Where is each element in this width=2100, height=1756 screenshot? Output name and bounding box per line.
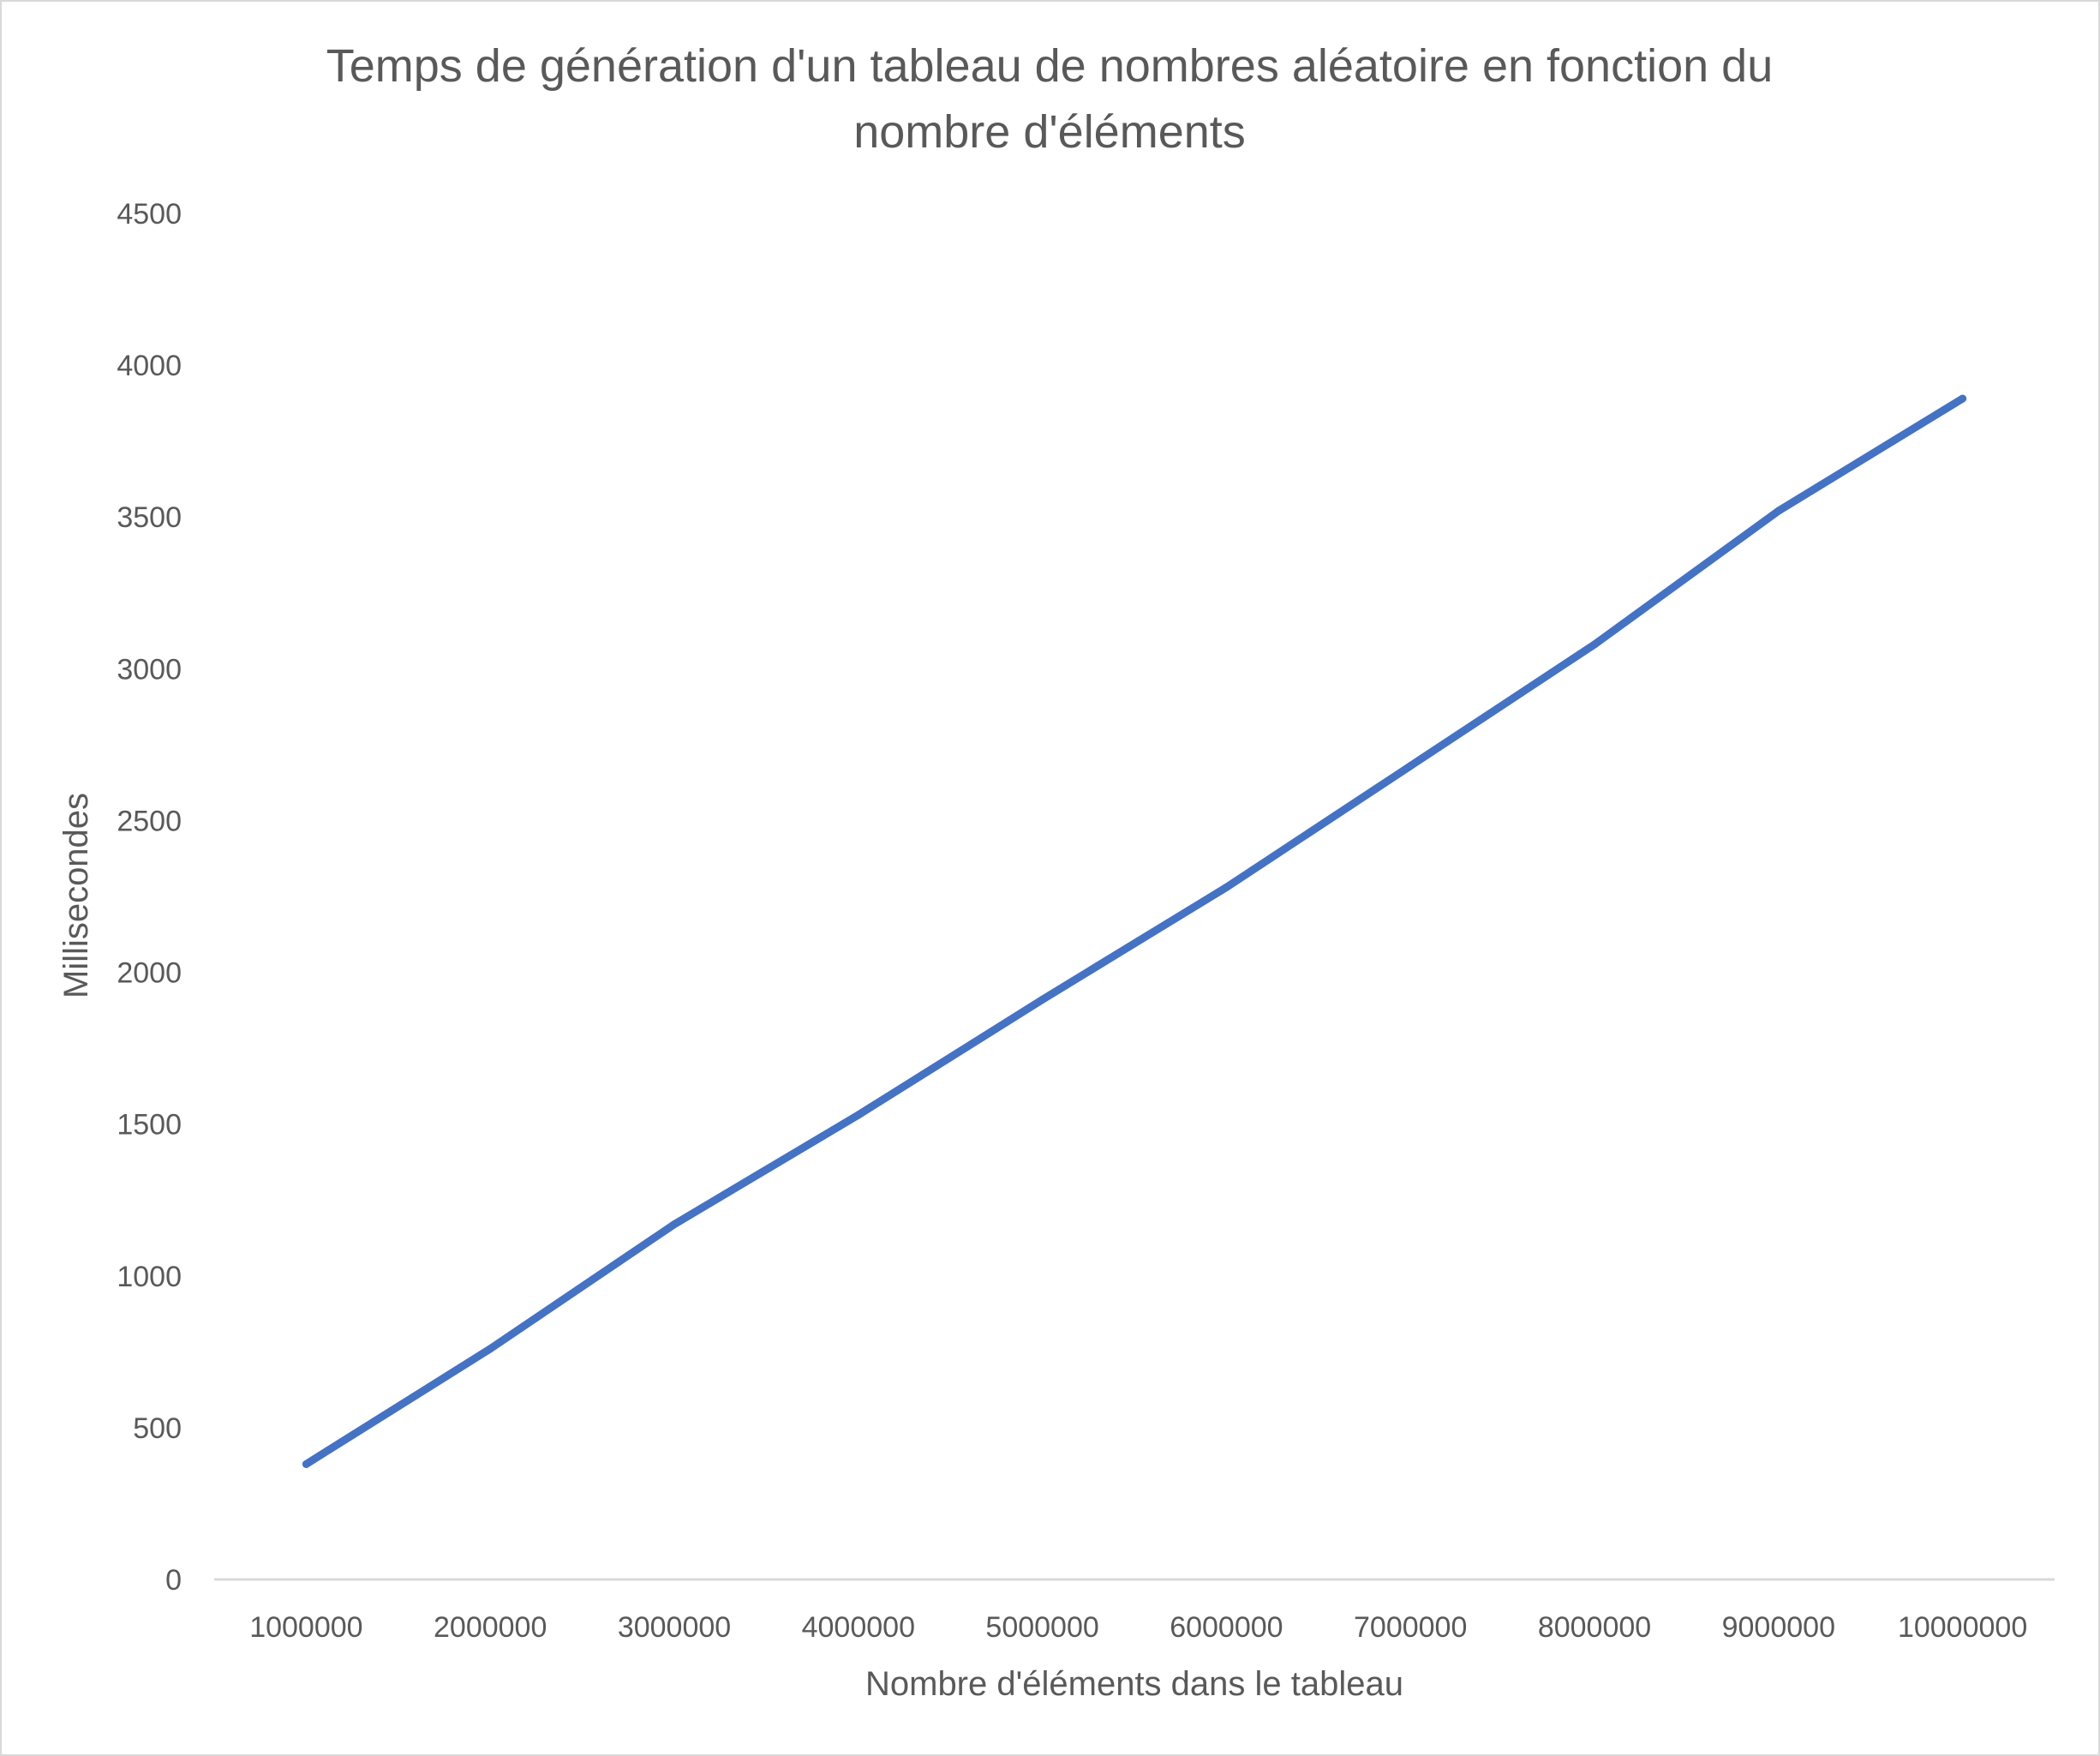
data-point [302,1459,310,1468]
y-axis-title: Millisecondes [57,793,95,998]
x-tick-label: 8000000 [1538,1611,1651,1644]
x-tick-label: 1000000 [249,1611,362,1644]
data-series [302,394,1967,1468]
data-point [1038,995,1047,1004]
y-tick-label: 500 [133,1412,182,1445]
data-point [1590,640,1599,649]
data-point [1222,883,1230,891]
y-tick-label: 4500 [117,198,182,231]
x-tick-label: 10000000 [1898,1611,2027,1644]
y-tick-label: 3500 [117,501,182,534]
x-tick-label: 4000000 [802,1611,915,1644]
series-line [302,394,1967,1468]
data-point [1774,506,1783,515]
y-tick-label: 4000 [117,350,182,382]
y-tick-label: 1500 [117,1109,182,1142]
y-tick-label: 0 [165,1564,182,1597]
data-point [1959,394,1967,403]
data-point [1406,762,1415,770]
x-tick-label: 6000000 [1170,1611,1283,1644]
data-point [486,1345,494,1353]
y-tick-label: 2500 [117,805,182,837]
x-tick-label: 3000000 [618,1611,731,1644]
x-tick-label: 9000000 [1722,1611,1835,1644]
y-tick-label: 2000 [117,957,182,990]
chart-title-line-2: nombre d'éléments [853,106,1246,158]
x-tick-label: 7000000 [1354,1611,1467,1644]
x-axis-title: Nombre d'éléments dans le tableau [865,1665,1403,1703]
x-tick-label: 5000000 [985,1611,1098,1644]
chart-title-line-1: Temps de génération d'un tableau de nomb… [326,40,1773,92]
data-point [670,1220,679,1229]
y-tick-label: 1000 [117,1261,182,1293]
x-tick-label: 2000000 [434,1611,547,1644]
y-tick-label: 3000 [117,653,182,686]
x-axis-tick-labels: 1000000 2000000 3000000 4000000 5000000 60000… [249,1611,2027,1644]
data-point [854,1111,863,1119]
y-axis-tick-labels: 0 500 1000 1500 2000 2500 3000 3500 4000 4500 [117,198,182,1597]
chart-title: Temps de génération d'un tableau de nomb… [326,40,1773,158]
